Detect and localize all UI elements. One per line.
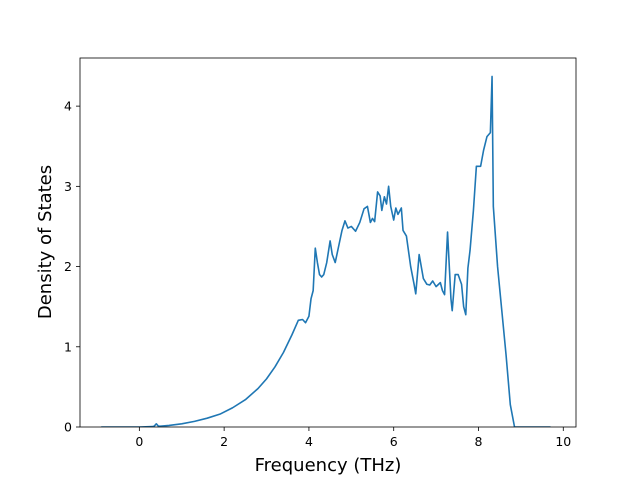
x-tick-label: 10 (555, 434, 571, 449)
y-tick-label: 0 (64, 420, 72, 435)
x-axis-label: Frequency (THz) (255, 455, 402, 476)
y-tick-label: 1 (64, 339, 72, 354)
series-layer (101, 75, 551, 427)
plot-area (79, 57, 577, 428)
axes-frame (79, 57, 577, 428)
x-tick-label: 0 (135, 434, 143, 449)
y-axis-ticks: 0 1 2 3 4 (64, 99, 80, 435)
y-tick-label: 2 (64, 259, 72, 274)
y-axis-label: Density of States (35, 165, 56, 319)
x-tick-label: 6 (390, 434, 398, 449)
x-tick-label: 8 (475, 434, 483, 449)
x-tick-label: 2 (220, 434, 228, 449)
x-tick-label: 4 (305, 434, 313, 449)
y-tick-label: 3 (64, 179, 72, 194)
x-axis-ticks: 0 2 4 6 8 10 (135, 427, 571, 449)
series-line-0 (101, 75, 551, 427)
y-tick-label: 4 (64, 99, 72, 114)
